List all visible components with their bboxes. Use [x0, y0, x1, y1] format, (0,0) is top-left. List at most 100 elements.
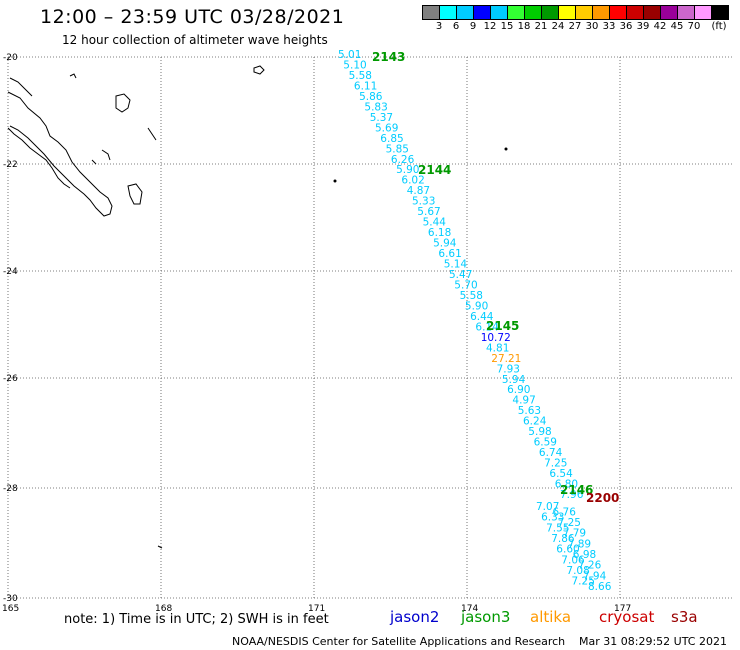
wave-height-value: 6.98 — [573, 549, 596, 561]
wave-height-value: 7.79 — [563, 528, 586, 540]
colorbar-label: 3 — [435, 21, 443, 32]
wave-height-value: 6.74 — [539, 447, 563, 459]
wave-height-value: 7.07 — [536, 501, 559, 513]
latitude-label: -20 — [3, 53, 18, 63]
coastline — [7, 65, 265, 549]
wave-height-value: 7.25 — [558, 517, 581, 529]
wave-height-value: 5.86 — [359, 91, 383, 103]
longitude-label: 171 — [308, 604, 325, 614]
wave-height-value: 4.97 — [512, 395, 535, 407]
wave-height-value: 6.60 — [556, 544, 579, 556]
colorbar-label: 36 — [619, 21, 633, 32]
longitude-label: 174 — [461, 604, 478, 614]
wave-height-value: 7.08 — [566, 565, 589, 577]
wave-height-value: 6.02 — [401, 175, 424, 187]
legend-altika: altika — [530, 608, 572, 626]
wave-height-value: 5.10 — [343, 60, 366, 72]
wave-height-value: 4.81 — [486, 342, 509, 354]
latitude-label: -30 — [3, 594, 18, 604]
colorbar-label: 39 — [636, 21, 650, 32]
wave-height-value: 5.44 — [423, 217, 447, 229]
colorbar-label: (ft) — [711, 21, 727, 32]
grid — [7, 56, 732, 599]
wave-height-value: 6.61 — [438, 248, 461, 260]
wave-height-value: 5.47 — [449, 269, 472, 281]
colorbar-label: 30 — [585, 21, 599, 32]
wave-height-value: 7.06 — [561, 554, 585, 566]
colorbar-label: 9 — [469, 21, 477, 32]
wave-height-value: 6.18 — [428, 227, 451, 239]
wave-height-value: 5.58 — [349, 70, 372, 82]
wave-height-value: 4.87 — [407, 185, 430, 197]
colorbar-label: 15 — [500, 21, 514, 32]
wave-height-value: 5.14 — [444, 259, 468, 271]
wave-height-value: 10.72 — [481, 332, 511, 344]
latitude-label: -26 — [3, 374, 18, 384]
generated-timestamp: Mar 31 08:29:52 UTC 2021 — [579, 635, 727, 648]
longitude-label: 165 — [2, 604, 19, 614]
pass-time-label: 2145 — [486, 319, 519, 333]
wave-height-value: 5.83 — [364, 101, 387, 113]
legend-cryosat: cryosat — [599, 608, 655, 626]
wave-height-value: 6.33 — [541, 512, 564, 524]
wave-height-value: 5.90 — [465, 300, 488, 312]
wave-height-value: 6.11 — [354, 80, 377, 92]
colorbar — [422, 5, 729, 20]
wave-height-value: 6.90 — [507, 384, 530, 396]
wave-height-value: 5.70 — [454, 280, 477, 292]
latitude-label: -22 — [3, 160, 18, 170]
colorbar-labels: 3 6 9 12 15 18 21 24 27 30 33 36 39 42 45 70 (ft) — [422, 21, 740, 35]
longitude-label: 177 — [614, 604, 631, 614]
colorbar-swatch — [711, 5, 729, 20]
wave-height-value: 5.33 — [412, 196, 435, 208]
colorbar-label: 6 — [452, 21, 460, 32]
wave-height-value: 7.89 — [568, 538, 591, 550]
pass-time-label: 2200 — [586, 491, 619, 505]
island-dot — [333, 179, 337, 183]
colorbar-label: 18 — [517, 21, 531, 32]
wave-height-value: 7.55 — [546, 522, 569, 534]
wave-height-value: 7.93 — [497, 363, 520, 375]
map-subtitle: 12 hour collection of altimeter wave hei… — [62, 33, 328, 47]
colorbar-label: 24 — [551, 21, 565, 32]
wave-height-value: 7.86 — [551, 533, 575, 545]
wave-height-value: 6.59 — [534, 437, 557, 449]
note-text: note: 1) Time is in UTC; 2) SWH is in fe… — [64, 612, 329, 627]
wave-height-value: 6.85 — [380, 133, 403, 145]
wave-height-value: 5.63 — [518, 405, 541, 417]
colorbar-label: 45 — [670, 21, 684, 32]
colorbar-label: 70 — [687, 21, 701, 32]
wave-height-value: 7.25 — [544, 458, 567, 470]
wave-height-value: 7.94 — [583, 570, 607, 582]
legend-s3a: s3a — [671, 608, 698, 626]
colorbar-label: 42 — [653, 21, 667, 32]
wave-height-value: 6.54 — [549, 468, 573, 480]
wave-height-value: 6.76 — [553, 506, 577, 518]
latitude-label: -24 — [3, 267, 18, 277]
wave-height-value: 5.67 — [417, 206, 440, 218]
wave-height-value: 5.90 — [396, 164, 419, 176]
pass-time-label: 2146 — [560, 483, 593, 497]
wave-height-value: 5.69 — [375, 122, 398, 134]
colorbar-label: 12 — [483, 21, 497, 32]
credit-text: NOAA/NESDIS Center for Satellite Applica… — [232, 635, 566, 648]
colorbar-label: 33 — [602, 21, 616, 32]
colorbar-label: 21 — [534, 21, 548, 32]
wave-height-value: 5.01 — [338, 49, 361, 61]
wave-height-value: 5.98 — [528, 426, 551, 438]
wave-height-track: 5.015.105.586.115.865.835.375.696.855.85… — [338, 49, 612, 593]
map-title: 12:00 – 23:59 UTC 03/28/2021 — [40, 6, 345, 28]
pass-time-label: 2143 — [372, 50, 405, 64]
island-dot — [504, 147, 508, 151]
legend-jason3: jason3 — [461, 608, 511, 626]
wave-height-value: 6.44 — [470, 311, 494, 323]
wave-height-value: 8.66 — [588, 581, 612, 593]
wave-height-value: 7.25 — [572, 576, 595, 588]
longitude-label: 168 — [155, 604, 172, 614]
wave-height-value: 5.58 — [460, 290, 483, 302]
wave-height-value: 7.96 — [560, 489, 584, 501]
pass-time-label: 2144 — [418, 163, 451, 177]
